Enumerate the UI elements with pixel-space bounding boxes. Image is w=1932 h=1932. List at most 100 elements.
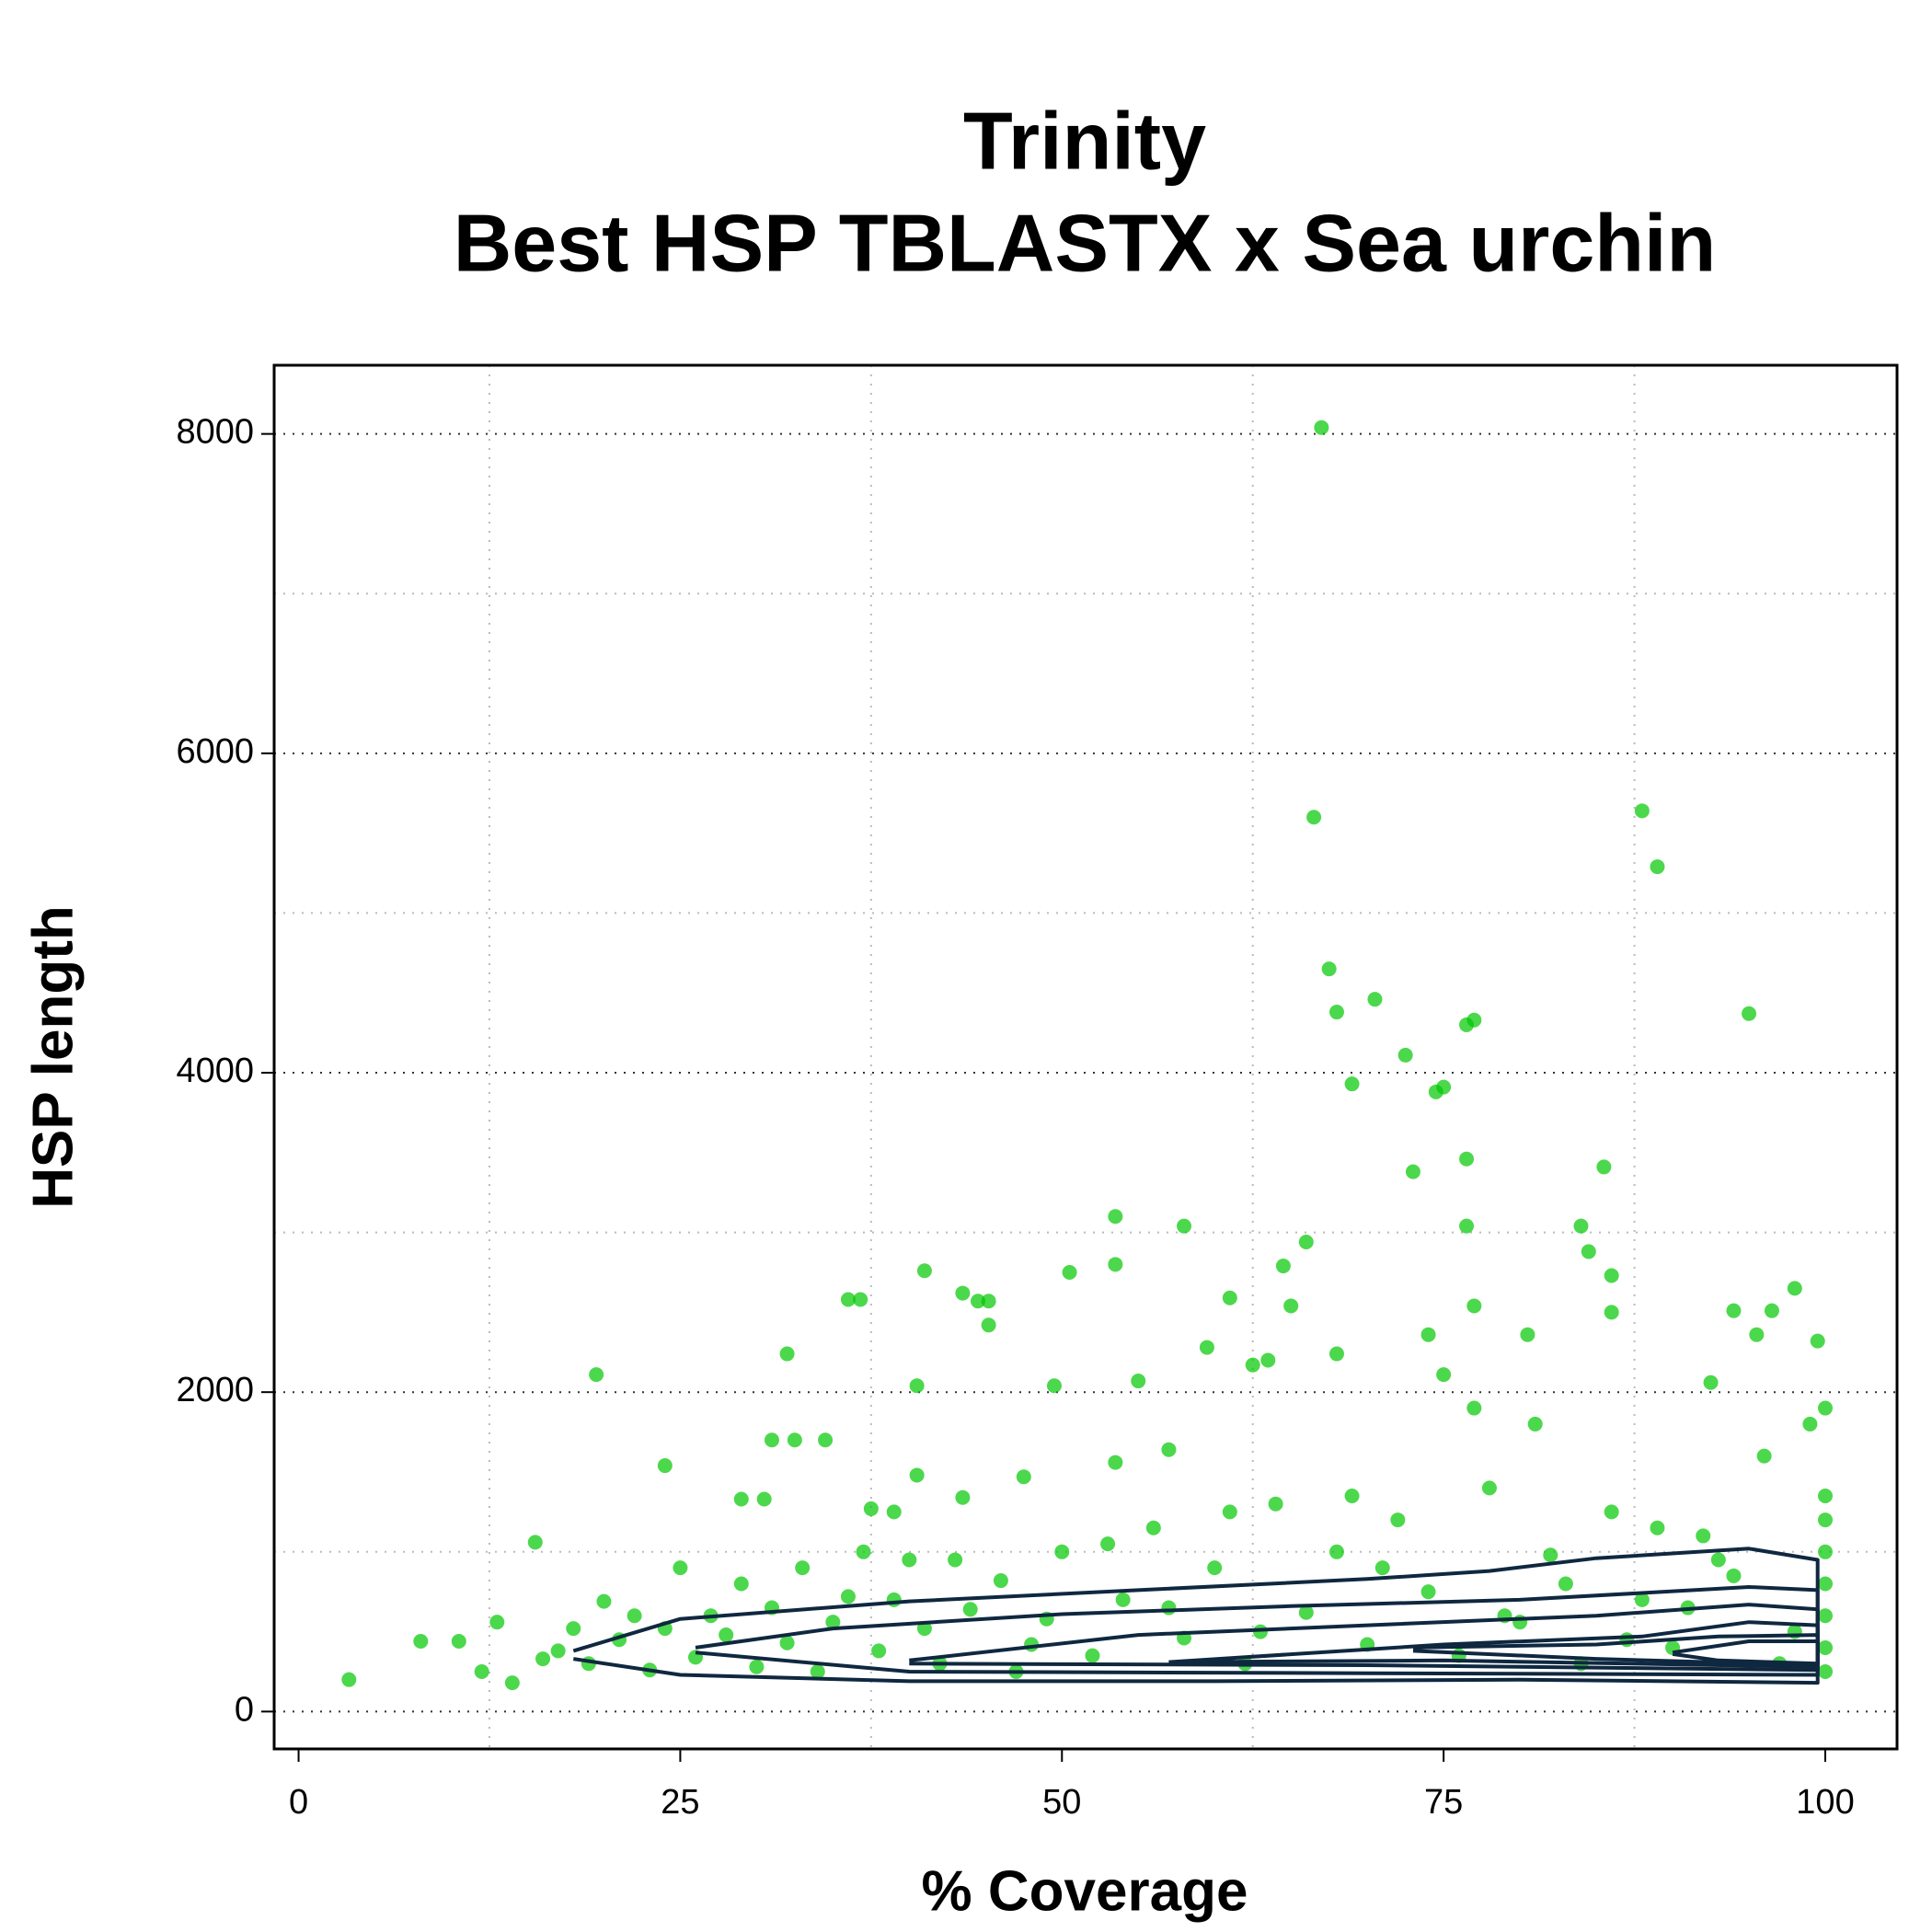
- chart-subtitle: Best HSP TBLASTX x Sea urchin: [454, 197, 1717, 288]
- point: [1100, 1536, 1116, 1552]
- point: [489, 1615, 505, 1630]
- point: [535, 1651, 551, 1667]
- point: [627, 1608, 642, 1624]
- point: [795, 1560, 811, 1576]
- point: [1726, 1303, 1742, 1318]
- point: [1367, 992, 1383, 1007]
- point: [1085, 1648, 1100, 1663]
- y-tick-label: 8000: [176, 413, 254, 452]
- point: [993, 1573, 1008, 1589]
- point: [1527, 1416, 1543, 1432]
- point: [1131, 1374, 1146, 1389]
- point: [1573, 1218, 1589, 1234]
- point: [1818, 1576, 1834, 1592]
- point: [1321, 961, 1337, 977]
- point: [749, 1659, 765, 1674]
- point: [1283, 1298, 1299, 1314]
- point: [733, 1576, 749, 1592]
- point: [1245, 1357, 1260, 1373]
- point: [1275, 1259, 1291, 1274]
- point: [1818, 1608, 1834, 1624]
- point: [1405, 1164, 1420, 1179]
- point: [1268, 1496, 1283, 1512]
- point: [1818, 1663, 1834, 1679]
- point: [413, 1633, 429, 1649]
- point: [1726, 1568, 1742, 1583]
- point: [1054, 1544, 1070, 1559]
- point: [1596, 1159, 1612, 1175]
- point: [1466, 1400, 1482, 1416]
- y-tick-label: 4000: [176, 1052, 254, 1090]
- point: [1328, 1544, 1344, 1559]
- point: [1756, 1448, 1772, 1464]
- point: [1222, 1290, 1237, 1305]
- point: [1328, 1005, 1344, 1020]
- density-contour: [572, 1547, 1820, 1685]
- point: [1222, 1504, 1237, 1520]
- point: [1314, 420, 1329, 435]
- point: [1604, 1268, 1619, 1283]
- point: [1420, 1584, 1436, 1600]
- point: [1298, 1235, 1314, 1250]
- point: [1520, 1327, 1535, 1342]
- point: [779, 1346, 795, 1362]
- point: [810, 1663, 825, 1679]
- point: [902, 1552, 917, 1568]
- point: [673, 1560, 688, 1576]
- point: [764, 1432, 779, 1448]
- plot-frame: [272, 363, 1899, 1751]
- chart-title: Trinity: [963, 95, 1206, 186]
- point: [1604, 1504, 1619, 1520]
- point: [1742, 1006, 1757, 1021]
- point: [1818, 1512, 1834, 1528]
- point: [981, 1317, 996, 1333]
- point: [1108, 1209, 1123, 1225]
- point: [948, 1552, 963, 1568]
- y-tick-label: 6000: [176, 732, 254, 771]
- point: [504, 1675, 520, 1691]
- point: [1161, 1600, 1177, 1616]
- point: [1016, 1469, 1031, 1485]
- point: [1703, 1374, 1719, 1390]
- point: [909, 1467, 925, 1483]
- y-tick-label: 2000: [176, 1371, 254, 1409]
- point: [1634, 1592, 1650, 1607]
- point: [886, 1504, 902, 1520]
- density-contour: [1168, 1620, 1820, 1669]
- point: [1108, 1257, 1123, 1272]
- point: [1634, 803, 1650, 819]
- point: [779, 1635, 795, 1650]
- point: [1177, 1218, 1192, 1234]
- point: [1062, 1265, 1077, 1281]
- point: [1787, 1281, 1802, 1296]
- point: [451, 1633, 466, 1649]
- density-contour: [1672, 1639, 1820, 1666]
- point: [1115, 1592, 1131, 1607]
- point: [1764, 1303, 1779, 1318]
- y-axis-title: HSP length: [21, 905, 85, 1209]
- point: [1207, 1560, 1223, 1576]
- point: [1436, 1079, 1452, 1095]
- point: [955, 1489, 971, 1505]
- x-tick-label: 50: [1042, 1783, 1081, 1822]
- point: [1749, 1327, 1765, 1342]
- point: [1420, 1327, 1436, 1342]
- point: [1650, 1520, 1665, 1535]
- point: [1344, 1489, 1360, 1504]
- point: [787, 1432, 802, 1448]
- point: [1710, 1552, 1726, 1568]
- point: [1298, 1604, 1314, 1620]
- point: [856, 1544, 871, 1559]
- point: [1619, 1632, 1635, 1648]
- x-tick-label: 100: [1796, 1783, 1854, 1822]
- point: [916, 1263, 932, 1279]
- point: [1696, 1528, 1711, 1544]
- point: [1459, 1151, 1475, 1167]
- x-tick-label: 25: [661, 1783, 699, 1822]
- point: [1650, 859, 1665, 875]
- point: [589, 1367, 604, 1383]
- point: [1802, 1416, 1818, 1432]
- point: [818, 1432, 834, 1448]
- point: [657, 1458, 673, 1474]
